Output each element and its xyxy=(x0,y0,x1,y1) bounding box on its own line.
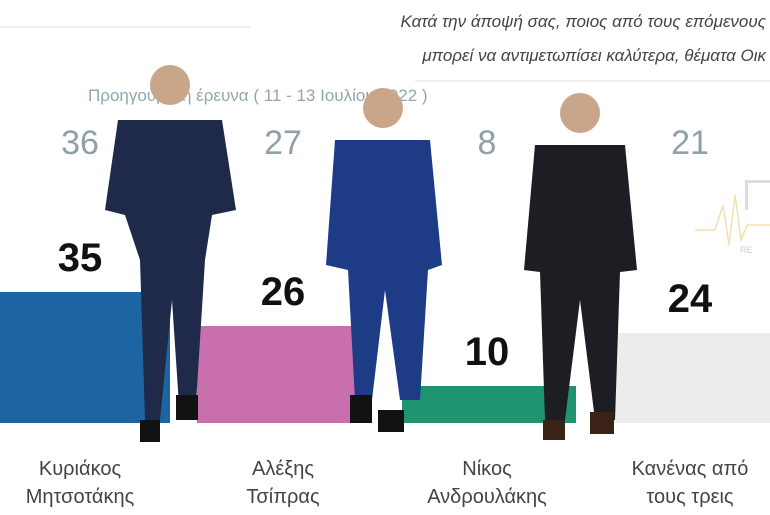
person-mitsotakis xyxy=(105,65,236,442)
bar-1 xyxy=(197,325,370,423)
category-label: Κανένας από τους τρεις xyxy=(631,458,749,508)
chart-title-line-2: μπορεί να αντιμετωπίσει καλύτερα, θέματα… xyxy=(422,46,766,65)
bar-0 xyxy=(0,292,170,423)
divider-left xyxy=(0,26,250,28)
previous-value-label: 8 xyxy=(477,124,497,162)
svg-text:RE: RE xyxy=(740,245,753,255)
divider-right xyxy=(415,80,770,82)
person-androulakis xyxy=(524,93,637,440)
watermark-logo: RE xyxy=(695,175,770,260)
category-label: Κυριάκος Μητσοτάκης xyxy=(25,458,135,508)
person-tsipras xyxy=(326,88,442,432)
previous-value-label: 27 xyxy=(264,124,302,162)
category-label: Νίκος Ανδρουλάκης xyxy=(427,458,547,508)
current-value-label: 10 xyxy=(464,329,510,374)
bar-3 xyxy=(608,333,770,423)
current-value-label: 26 xyxy=(260,269,306,314)
category-label: Αλέξης Τσίπρας xyxy=(246,458,320,508)
current-value-label: 24 xyxy=(667,277,713,322)
current-value-label: 35 xyxy=(57,236,103,280)
chart-title-line-1: Κατά την άποψή σας, ποιος από τους επόμε… xyxy=(400,12,766,31)
previous-value-label: 36 xyxy=(61,124,99,162)
previous-value-label: 21 xyxy=(671,124,709,162)
